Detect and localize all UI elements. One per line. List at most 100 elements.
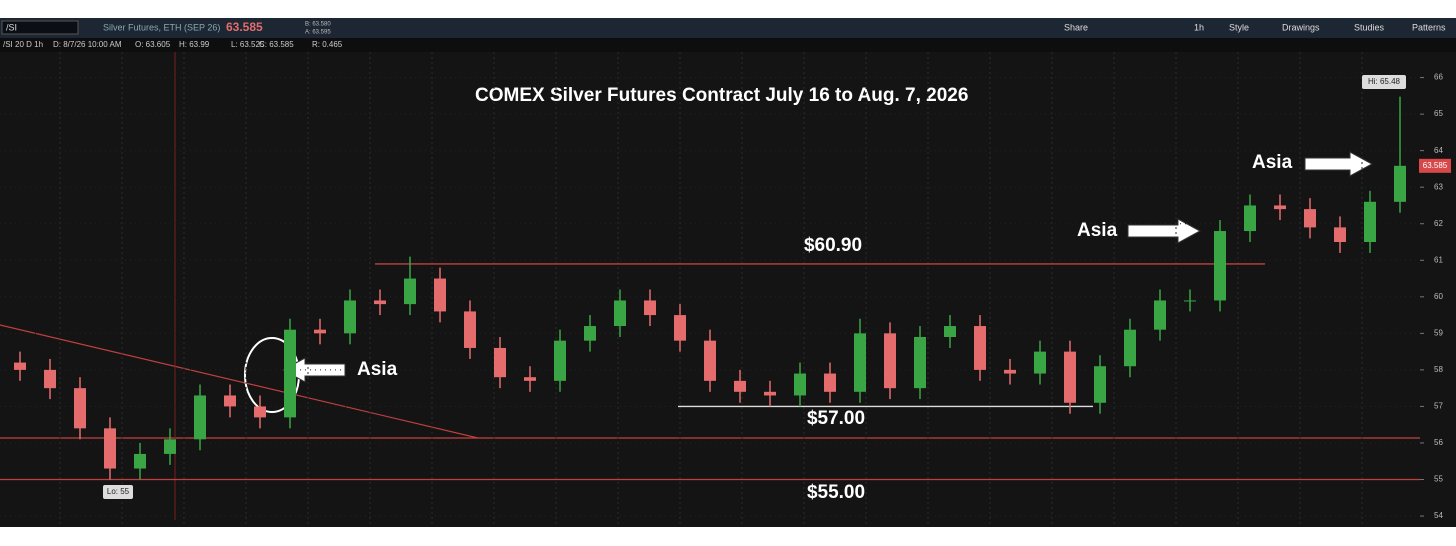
candle-body <box>314 329 326 334</box>
annotation: Asia <box>357 359 398 380</box>
candle-body <box>494 347 506 378</box>
candle-body <box>614 300 626 327</box>
arrow <box>1127 218 1202 244</box>
toolbar-button[interactable]: 1h <box>1194 22 1204 32</box>
candle-body <box>1064 351 1076 403</box>
candle-body <box>944 326 956 337</box>
annotation: Asia <box>1252 152 1293 173</box>
candle-body <box>404 278 416 305</box>
candle-body <box>44 369 56 389</box>
candle-body <box>704 340 716 381</box>
candle-body <box>434 278 446 312</box>
candle-body <box>1184 300 1196 302</box>
toolbar-button[interactable]: Drawings <box>1282 22 1320 32</box>
candle-body <box>344 300 356 334</box>
info-item: R: 0.465 <box>312 40 343 49</box>
candle-body <box>1214 231 1226 301</box>
candle-body <box>524 377 536 381</box>
y-tick-label: 57 <box>1434 402 1443 411</box>
last-price-tag: 63.585 <box>1423 161 1448 170</box>
hi-label: Hi: 65.48 <box>1368 77 1401 86</box>
candle-body <box>14 362 26 370</box>
candle-body <box>854 333 866 392</box>
info-item: /SI 20 D 1h <box>3 40 43 49</box>
symbol-box[interactable] <box>1 20 79 35</box>
trendline <box>0 324 479 439</box>
level-label: $60.90 <box>804 235 862 256</box>
info-item: C: 63.585 <box>259 40 294 49</box>
level-label: $55.00 <box>807 482 865 503</box>
last-price-box <box>1419 158 1451 173</box>
lo-label: Lo: 55 <box>107 487 130 496</box>
info-item: O: 63.605 <box>135 40 171 49</box>
candle-body <box>584 326 596 341</box>
info-bar <box>0 38 1456 52</box>
lo-box <box>103 485 133 499</box>
candle-body <box>1094 366 1106 403</box>
candle-body <box>914 337 926 389</box>
candle-body <box>1394 165 1406 202</box>
candle-body <box>254 406 266 418</box>
candle-body <box>224 395 236 407</box>
y-tick-label: 56 <box>1434 438 1443 447</box>
toolbar <box>0 18 1456 38</box>
y-tick-label: 66 <box>1434 73 1443 82</box>
candle-body <box>1004 369 1016 374</box>
candle-body <box>134 453 146 469</box>
candle-body <box>164 439 176 454</box>
candle-body <box>734 380 746 392</box>
candle-body <box>194 395 206 440</box>
candle-body <box>1304 209 1316 228</box>
info-item: H: 63.99 <box>179 40 210 49</box>
info-item: L: 63.525 <box>231 40 265 49</box>
candle-body <box>464 311 476 348</box>
candle-body <box>1154 300 1166 330</box>
y-tick-label: 64 <box>1434 146 1443 155</box>
info-item: D: 8/7/26 10:00 AM <box>53 40 122 49</box>
ask: A: 63.595 <box>305 30 331 36</box>
hi-box <box>1362 75 1406 89</box>
symbol: /SI <box>6 22 17 32</box>
y-tick-label: 54 <box>1434 511 1443 520</box>
y-tick-label: 59 <box>1434 328 1443 337</box>
y-tick-label: 58 <box>1434 365 1443 374</box>
candle-body <box>794 373 806 396</box>
candle-body <box>1274 205 1286 210</box>
candle-body <box>974 326 986 370</box>
candle-body <box>674 315 686 341</box>
candle-body <box>764 391 776 396</box>
toolbar-button[interactable]: Share <box>1064 22 1088 32</box>
candle-body <box>1244 205 1256 232</box>
plot-area <box>0 52 1456 527</box>
candle-body <box>1034 351 1046 374</box>
bid: B: 63.580 <box>305 22 331 28</box>
candle-body <box>1124 329 1136 367</box>
last-price: 63.585 <box>226 20 263 34</box>
annotation: Asia <box>1077 220 1118 241</box>
y-tick-label: 60 <box>1434 292 1443 301</box>
y-axis <box>1420 52 1456 527</box>
level-label: $57.00 <box>807 408 865 429</box>
y-tick-label: 62 <box>1434 219 1443 228</box>
candle-body <box>824 373 836 392</box>
candle-body <box>284 329 296 418</box>
y-tick-label: 61 <box>1434 255 1443 264</box>
candle-body <box>1334 227 1346 242</box>
y-tick-label: 55 <box>1434 475 1443 484</box>
toolbar-button[interactable]: Style <box>1229 22 1249 32</box>
chart-title: COMEX Silver Futures Contract July 16 to… <box>475 85 968 106</box>
description: Silver Futures, ETH (SEP 26) <box>103 22 220 32</box>
candle-body <box>74 388 86 429</box>
toolbar-button[interactable]: Patterns <box>1412 22 1446 32</box>
y-tick-label: 65 <box>1434 109 1443 118</box>
toolbar-button[interactable]: Studies <box>1354 22 1385 32</box>
y-tick-label: 63 <box>1434 182 1443 191</box>
candle-body <box>884 333 896 389</box>
candle-body <box>374 300 386 305</box>
candle-body <box>554 340 566 381</box>
candle-body <box>104 428 116 469</box>
arrow <box>1304 151 1374 177</box>
candle-body <box>644 300 656 316</box>
